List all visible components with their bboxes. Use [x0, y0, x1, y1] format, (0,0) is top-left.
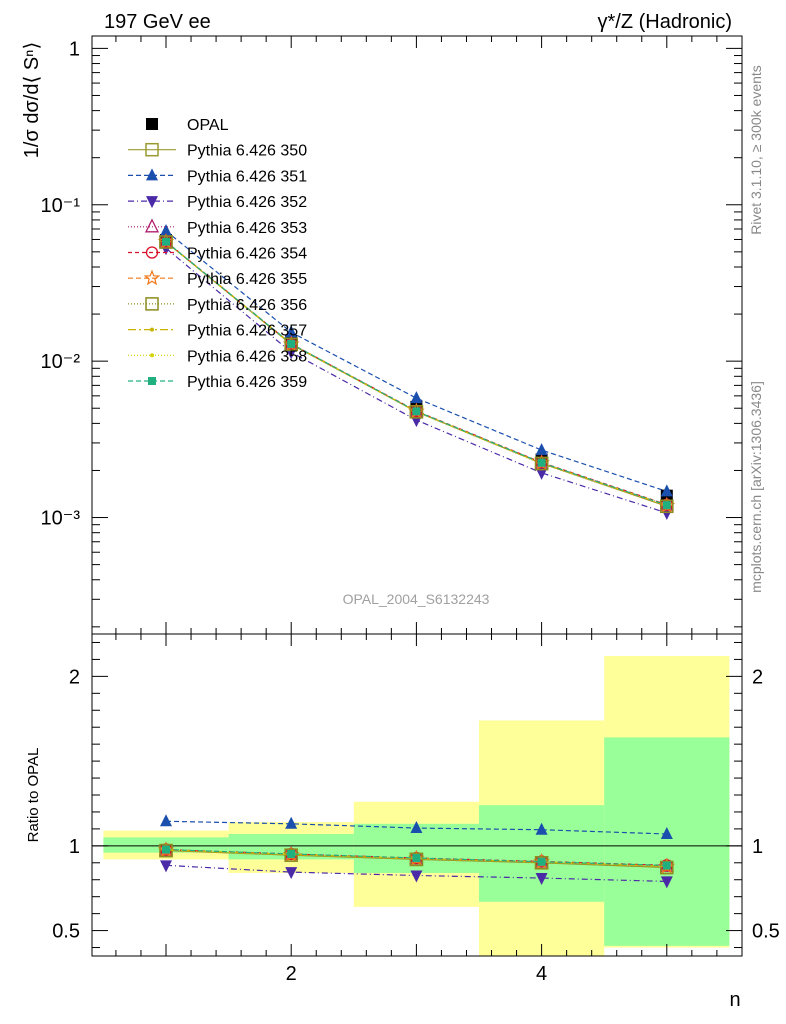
main-point-2-0: [160, 223, 172, 236]
main-point-7-4: [660, 499, 674, 514]
main-point-7-0: [159, 235, 173, 249]
x-tick-label: 4: [536, 963, 547, 985]
ratio-point-2-1: [285, 816, 298, 829]
rivet-label: Rivet 3.1.10, ≥ 300k events: [748, 65, 764, 235]
ratio-point-2-3: [535, 822, 548, 835]
ratio-point-2-0: [160, 814, 172, 827]
band-green-5: [604, 737, 730, 946]
ratio-line-7: [165, 849, 667, 869]
main-point-2-4: [660, 484, 673, 497]
x-tick-label: 2: [286, 963, 297, 985]
main-point-2-3: [535, 443, 548, 456]
ratio-y-tick-label: 0.5: [52, 921, 80, 943]
legend: OPAL Pythia 6.426 350 Pythia 6.426 351 Pyth…: [128, 117, 307, 391]
legend-marker-7: [145, 297, 159, 311]
ratio-point-10-1: [287, 849, 296, 858]
watermark: OPAL_2004_S6132243: [343, 591, 490, 607]
ratio-point-2-4: [660, 826, 673, 839]
main-point-10-4: [662, 501, 671, 510]
ratio-point-10-4: [662, 861, 671, 870]
ratio-point-7-1: [284, 848, 298, 862]
legend-marker-6: [143, 269, 161, 286]
ratio-point-3-0: [160, 860, 172, 873]
legend-marker-5: [145, 246, 159, 259]
legend-label-3: Pythia 6.426 352: [187, 194, 307, 211]
data-series: [157, 223, 676, 889]
ratio-point-10-2: [412, 854, 421, 863]
ratio-point-3-4: [660, 876, 673, 889]
legend-label-9: Pythia 6.426 358: [187, 348, 307, 365]
main-point-2-1: [285, 325, 298, 338]
main-line-10: [165, 241, 667, 506]
main-point-7-3: [534, 456, 549, 471]
legend-marker-1: [145, 142, 159, 157]
x-axis-label: n: [729, 989, 740, 1011]
legend-label-6: Pythia 6.426 355: [187, 271, 307, 288]
y-tick-label: 1: [69, 38, 80, 60]
legend-marker-0: [146, 118, 158, 130]
ratio-point-7-2: [409, 852, 424, 867]
ratio-point-10-0: [162, 845, 170, 854]
main-point-10-2: [412, 407, 421, 416]
legend-label-2: Pythia 6.426 351: [187, 168, 307, 185]
y-tick-label: 10⁻³: [41, 508, 81, 530]
main-point-7-1: [284, 337, 298, 352]
main-point-10-0: [162, 237, 170, 246]
main-point-10-1: [287, 339, 296, 348]
ratio-point-10-3: [537, 857, 546, 866]
ratio-y-tick-label: 1: [69, 836, 80, 858]
legend-marker-9: [150, 353, 154, 358]
legend-label-7: Pythia 6.426 356: [187, 297, 307, 314]
legend-marker-4: [144, 218, 160, 233]
header-right: γ*/Z (Hadronic): [598, 11, 732, 33]
ratio-y-tick-label: 2: [69, 666, 80, 688]
mcplots-label: mcplots.cern.ch [arXiv:1306.3436]: [748, 381, 764, 593]
ratio-y-tick-label-right: 0.5: [752, 921, 780, 943]
legend-marker-3: [146, 196, 158, 209]
legend-marker-10: [148, 377, 156, 385]
ratio-ylabel: Ratio to OPAL: [25, 748, 42, 843]
main-point-3-3: [535, 467, 548, 480]
axis-ticks: 2 4 1 10⁻¹ 10⁻² 10⁻³ 0.5 0.5 1 1 2 2: [41, 36, 780, 985]
main-point-10-3: [537, 458, 546, 467]
legend-label-0: OPAL: [187, 117, 229, 134]
legend-label-4: Pythia 6.426 353: [187, 220, 307, 237]
legend-marker-8: [150, 327, 154, 332]
legend-marker-2: [146, 168, 158, 181]
y-tick-label: 10⁻²: [41, 351, 81, 373]
main-ylabel: 1/σ dσ/d⟨ Sⁿ⟩: [21, 42, 43, 159]
main-line-2: [165, 230, 667, 492]
legend-label-1: Pythia 6.426 350: [187, 143, 307, 160]
header-left: 197 GeV ee: [104, 11, 211, 33]
main-point-7-2: [409, 405, 424, 419]
y-tick-label: 10⁻¹: [41, 195, 81, 217]
main-line-3: [165, 247, 667, 514]
ratio-bands: [103, 656, 730, 956]
ratio-y-tick-label-right: 1: [752, 836, 763, 858]
ratio-point-3-2: [410, 870, 423, 883]
ratio-point-3-1: [285, 867, 298, 880]
legend-label-8: Pythia 6.426 357: [187, 323, 307, 340]
legend-label-10: Pythia 6.426 359: [187, 374, 307, 391]
ratio-point-2-2: [410, 821, 423, 834]
ratio-point-3-3: [535, 873, 548, 886]
main-point-2-2: [410, 391, 423, 404]
legend-label-5: Pythia 6.426 354: [187, 246, 307, 263]
ratio-y-tick-label-right: 2: [752, 666, 763, 688]
